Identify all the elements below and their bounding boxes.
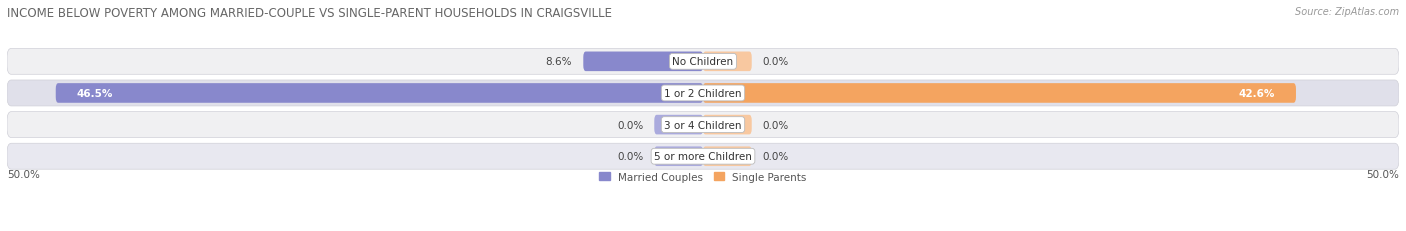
FancyBboxPatch shape <box>7 49 1399 75</box>
Text: 46.5%: 46.5% <box>76 88 112 99</box>
Text: 42.6%: 42.6% <box>1239 88 1275 99</box>
FancyBboxPatch shape <box>7 144 1399 170</box>
Text: 0.0%: 0.0% <box>617 120 643 130</box>
FancyBboxPatch shape <box>654 115 703 135</box>
Text: 50.0%: 50.0% <box>1367 169 1399 179</box>
FancyBboxPatch shape <box>654 147 703 166</box>
Text: 50.0%: 50.0% <box>7 169 39 179</box>
FancyBboxPatch shape <box>703 115 752 135</box>
Text: 1 or 2 Children: 1 or 2 Children <box>664 88 742 99</box>
FancyBboxPatch shape <box>7 81 1399 106</box>
Text: 3 or 4 Children: 3 or 4 Children <box>664 120 742 130</box>
FancyBboxPatch shape <box>583 52 703 72</box>
Text: 5 or more Children: 5 or more Children <box>654 152 752 161</box>
FancyBboxPatch shape <box>7 112 1399 138</box>
Legend: Married Couples, Single Parents: Married Couples, Single Parents <box>595 168 811 186</box>
Text: 0.0%: 0.0% <box>763 152 789 161</box>
FancyBboxPatch shape <box>56 84 703 103</box>
Text: 8.6%: 8.6% <box>546 57 572 67</box>
Text: 0.0%: 0.0% <box>617 152 643 161</box>
FancyBboxPatch shape <box>703 52 752 72</box>
FancyBboxPatch shape <box>703 84 1296 103</box>
Text: 0.0%: 0.0% <box>763 120 789 130</box>
Text: 0.0%: 0.0% <box>763 57 789 67</box>
Text: INCOME BELOW POVERTY AMONG MARRIED-COUPLE VS SINGLE-PARENT HOUSEHOLDS IN CRAIGSV: INCOME BELOW POVERTY AMONG MARRIED-COUPL… <box>7 7 612 20</box>
Text: No Children: No Children <box>672 57 734 67</box>
FancyBboxPatch shape <box>703 147 752 166</box>
Text: Source: ZipAtlas.com: Source: ZipAtlas.com <box>1295 7 1399 17</box>
